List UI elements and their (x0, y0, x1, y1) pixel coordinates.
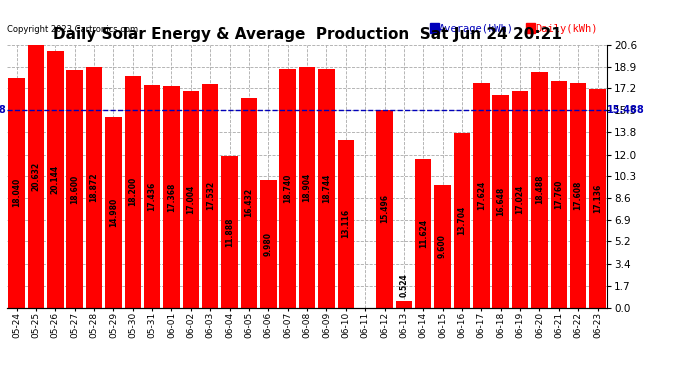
Text: 18.744: 18.744 (322, 173, 331, 203)
Bar (473, 83, 490, 308)
Bar (86, 67, 102, 308)
Bar (183, 91, 199, 308)
Bar (66, 70, 83, 308)
Bar (164, 86, 179, 308)
Text: 13.116: 13.116 (342, 209, 351, 238)
Bar (105, 117, 121, 308)
Text: 17.004: 17.004 (186, 184, 195, 214)
Bar (318, 69, 335, 308)
Text: 17.436: 17.436 (148, 182, 157, 211)
Text: 18.488: 18.488 (535, 175, 544, 204)
Text: 18.600: 18.600 (70, 174, 79, 204)
Text: 17.760: 17.760 (554, 180, 563, 209)
Text: 18.200: 18.200 (128, 177, 137, 206)
Bar (531, 72, 548, 308)
Bar (376, 110, 393, 308)
Title: Daily Solar Energy & Average  Production  Sat Jun 24 20:21: Daily Solar Energy & Average Production … (52, 27, 562, 42)
Bar (260, 180, 277, 308)
Bar (241, 98, 257, 308)
Text: 18.904: 18.904 (302, 172, 312, 202)
Bar (526, 22, 535, 33)
Bar (47, 51, 63, 308)
Text: 18.040: 18.040 (12, 178, 21, 207)
Bar (28, 45, 44, 308)
Bar (589, 89, 606, 308)
Text: 20.632: 20.632 (32, 162, 41, 190)
Bar (8, 78, 25, 308)
Bar (221, 156, 238, 308)
Text: 15.496: 15.496 (380, 194, 389, 223)
Text: 11.888: 11.888 (225, 217, 234, 246)
Text: 14.980: 14.980 (109, 197, 118, 226)
Text: 17.608: 17.608 (573, 181, 582, 210)
Text: 18.872: 18.872 (90, 172, 99, 202)
Text: 17.532: 17.532 (206, 181, 215, 210)
Bar (124, 76, 141, 307)
Text: 9.600: 9.600 (438, 234, 447, 258)
Text: 0.524: 0.524 (400, 273, 408, 297)
Text: 17.368: 17.368 (167, 182, 176, 212)
Bar (299, 67, 315, 308)
Bar (551, 81, 567, 308)
Text: 16.432: 16.432 (244, 188, 253, 218)
Text: 17.024: 17.024 (515, 184, 524, 214)
Text: 9.980: 9.980 (264, 232, 273, 256)
Bar (430, 22, 439, 33)
Text: 16.648: 16.648 (496, 187, 505, 216)
Bar (454, 133, 470, 308)
Text: 17.136: 17.136 (593, 184, 602, 213)
Text: Daily(kWh): Daily(kWh) (535, 24, 598, 34)
Bar (202, 84, 219, 308)
Text: 13.704: 13.704 (457, 206, 466, 235)
Text: Average(kWh): Average(kWh) (439, 24, 514, 34)
Bar (493, 95, 509, 308)
Text: 15.488: 15.488 (607, 105, 645, 115)
Bar (570, 83, 586, 308)
Bar (144, 86, 160, 308)
Text: 20.144: 20.144 (51, 165, 60, 194)
Bar (435, 185, 451, 308)
Text: 11.624: 11.624 (419, 219, 428, 248)
Bar (337, 140, 354, 308)
Text: 18.740: 18.740 (283, 173, 292, 203)
Text: 15.488: 15.488 (0, 105, 7, 115)
Bar (395, 301, 412, 307)
Bar (512, 91, 529, 308)
Bar (415, 159, 431, 308)
Bar (279, 69, 296, 308)
Text: Copyright 2023 Cartronics.com: Copyright 2023 Cartronics.com (7, 26, 138, 34)
Text: 17.624: 17.624 (477, 181, 486, 210)
